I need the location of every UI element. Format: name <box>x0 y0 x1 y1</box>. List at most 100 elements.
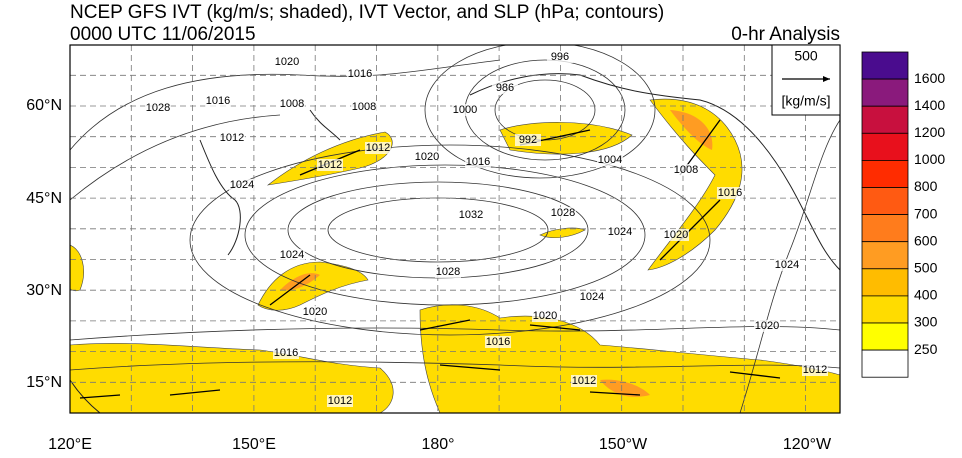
colorbar-box <box>861 132 909 161</box>
contour-label: 1016 <box>348 68 372 80</box>
contour-label: 1020 <box>664 229 688 241</box>
contour-label-bg <box>351 101 377 113</box>
contour-label-bg <box>365 142 391 154</box>
contour-label: 986 <box>496 82 514 94</box>
analysis-label: 0-hr Analysis <box>731 24 840 45</box>
contour-label: 1028 <box>436 266 460 278</box>
contour-label-bg <box>774 259 800 271</box>
contour-label: 1008 <box>674 164 698 176</box>
contour-label-bg <box>492 82 518 94</box>
contour-label-bg <box>547 51 573 63</box>
colorbar-box <box>861 159 909 188</box>
longitude-label: 150°E <box>232 436 276 453</box>
contour-label-bg <box>579 291 605 303</box>
colorbar-label: 250 <box>914 341 938 357</box>
contour-label-bg <box>145 102 171 114</box>
contour-label: 1012 <box>318 159 342 171</box>
contour-label: 1012 <box>803 364 827 376</box>
colorbar-box <box>861 51 909 80</box>
colorbar: 1600 1400 1200 1000 800 700 600 500 400 300 250 <box>861 51 945 378</box>
contour-label: 1020 <box>755 320 779 332</box>
colorbar-box <box>861 187 909 216</box>
contour-label-bg <box>571 375 597 387</box>
contour-label: 1020 <box>275 56 299 68</box>
contour-label-bg <box>279 249 305 261</box>
contour-label-bg <box>279 98 305 110</box>
contour-label: 1016 <box>206 95 230 107</box>
contour-label-bg <box>452 104 478 116</box>
contour-label: 1012 <box>220 132 244 144</box>
contour-label: 1028 <box>551 207 575 219</box>
subtitle: 0000 UTC 11/06/2015 <box>70 24 256 45</box>
colorbar-label: 700 <box>914 205 938 221</box>
contour-label: 1032 <box>459 209 483 221</box>
contour-label-bg <box>754 320 780 332</box>
latitude-label: 15°N <box>26 374 62 391</box>
reference-vector-units: [kg/m/s] <box>781 93 830 109</box>
longitude-label: 120°E <box>48 436 92 453</box>
contour-label: 1024 <box>608 226 632 238</box>
contour-label: 1024 <box>775 259 799 271</box>
contour-label-bg <box>435 266 461 278</box>
colorbar-box <box>861 214 909 243</box>
reference-vector-head <box>823 76 830 82</box>
contour-label: 1016 <box>718 187 742 199</box>
contour-label: 1008 <box>352 101 376 113</box>
colorbar-box <box>861 295 909 324</box>
contour-label-bg <box>273 347 299 359</box>
colorbar-box <box>861 349 909 378</box>
contour-label-bg <box>205 95 231 107</box>
contour-label: 1020 <box>533 310 557 322</box>
contour-label: 1016 <box>274 347 298 359</box>
contour-label-bg <box>663 229 689 241</box>
colorbar-label: 400 <box>914 287 938 303</box>
colorbar-box <box>861 105 909 134</box>
contour-label-bg <box>347 68 373 80</box>
reference-vector-value: 500 <box>794 48 818 64</box>
colorbar-label: 1400 <box>914 97 945 113</box>
contour-label: 1020 <box>415 151 439 163</box>
contour-label-bg <box>485 336 511 348</box>
longitude-label: 150°W <box>599 436 648 453</box>
map-frame <box>69 44 841 414</box>
coastlines <box>70 73 840 413</box>
contour-label: 1020 <box>303 306 327 318</box>
contour-label: 992 <box>519 134 537 146</box>
contour-label: 1024 <box>230 179 254 191</box>
colorbar-label: 500 <box>914 260 938 276</box>
contour-label-bg <box>515 134 541 146</box>
contour-label: 1012 <box>328 395 352 407</box>
contour-label: 1004 <box>598 154 622 166</box>
contour-label-bg <box>607 226 633 238</box>
reference-vector-box <box>771 44 841 116</box>
colorbar-label: 1600 <box>914 70 945 86</box>
contour-label-bg <box>597 154 623 166</box>
contour-label-bg <box>465 156 491 168</box>
latitude-label: 45°N <box>26 190 62 207</box>
contour-label-bg <box>274 56 300 68</box>
contour-label-bg <box>327 395 353 407</box>
contour-label-bg <box>458 209 484 221</box>
contour-label: 1016 <box>486 336 510 348</box>
contour-label: 1000 <box>453 104 477 116</box>
colorbar-label: 600 <box>914 232 938 248</box>
colorbar-label: 300 <box>914 314 938 330</box>
colorbar-box <box>861 78 909 107</box>
title: NCEP GFS IVT (kg/m/s; shaded), IVT Vecto… <box>70 2 664 23</box>
colorbar-label: 1000 <box>914 151 945 167</box>
contour-label-bg <box>219 132 245 144</box>
colorbar-label: 1200 <box>914 124 945 140</box>
contour-labels: 996 1020 1016 1028 1016 1008 1008 986 1012 1012 10… <box>145 51 828 407</box>
longitude-label: 120°W <box>783 436 832 453</box>
contour-label: 1028 <box>146 102 170 114</box>
colorbar-box <box>861 241 909 270</box>
colorbar-box <box>861 268 909 297</box>
contour-label: 1012 <box>572 375 596 387</box>
colorbar-label: 800 <box>914 178 938 194</box>
contour-label: 1012 <box>366 142 390 154</box>
colorbar-box <box>861 322 909 351</box>
map-area <box>70 45 840 413</box>
contour-label-bg <box>550 207 576 219</box>
contour-label: 1024 <box>580 291 604 303</box>
